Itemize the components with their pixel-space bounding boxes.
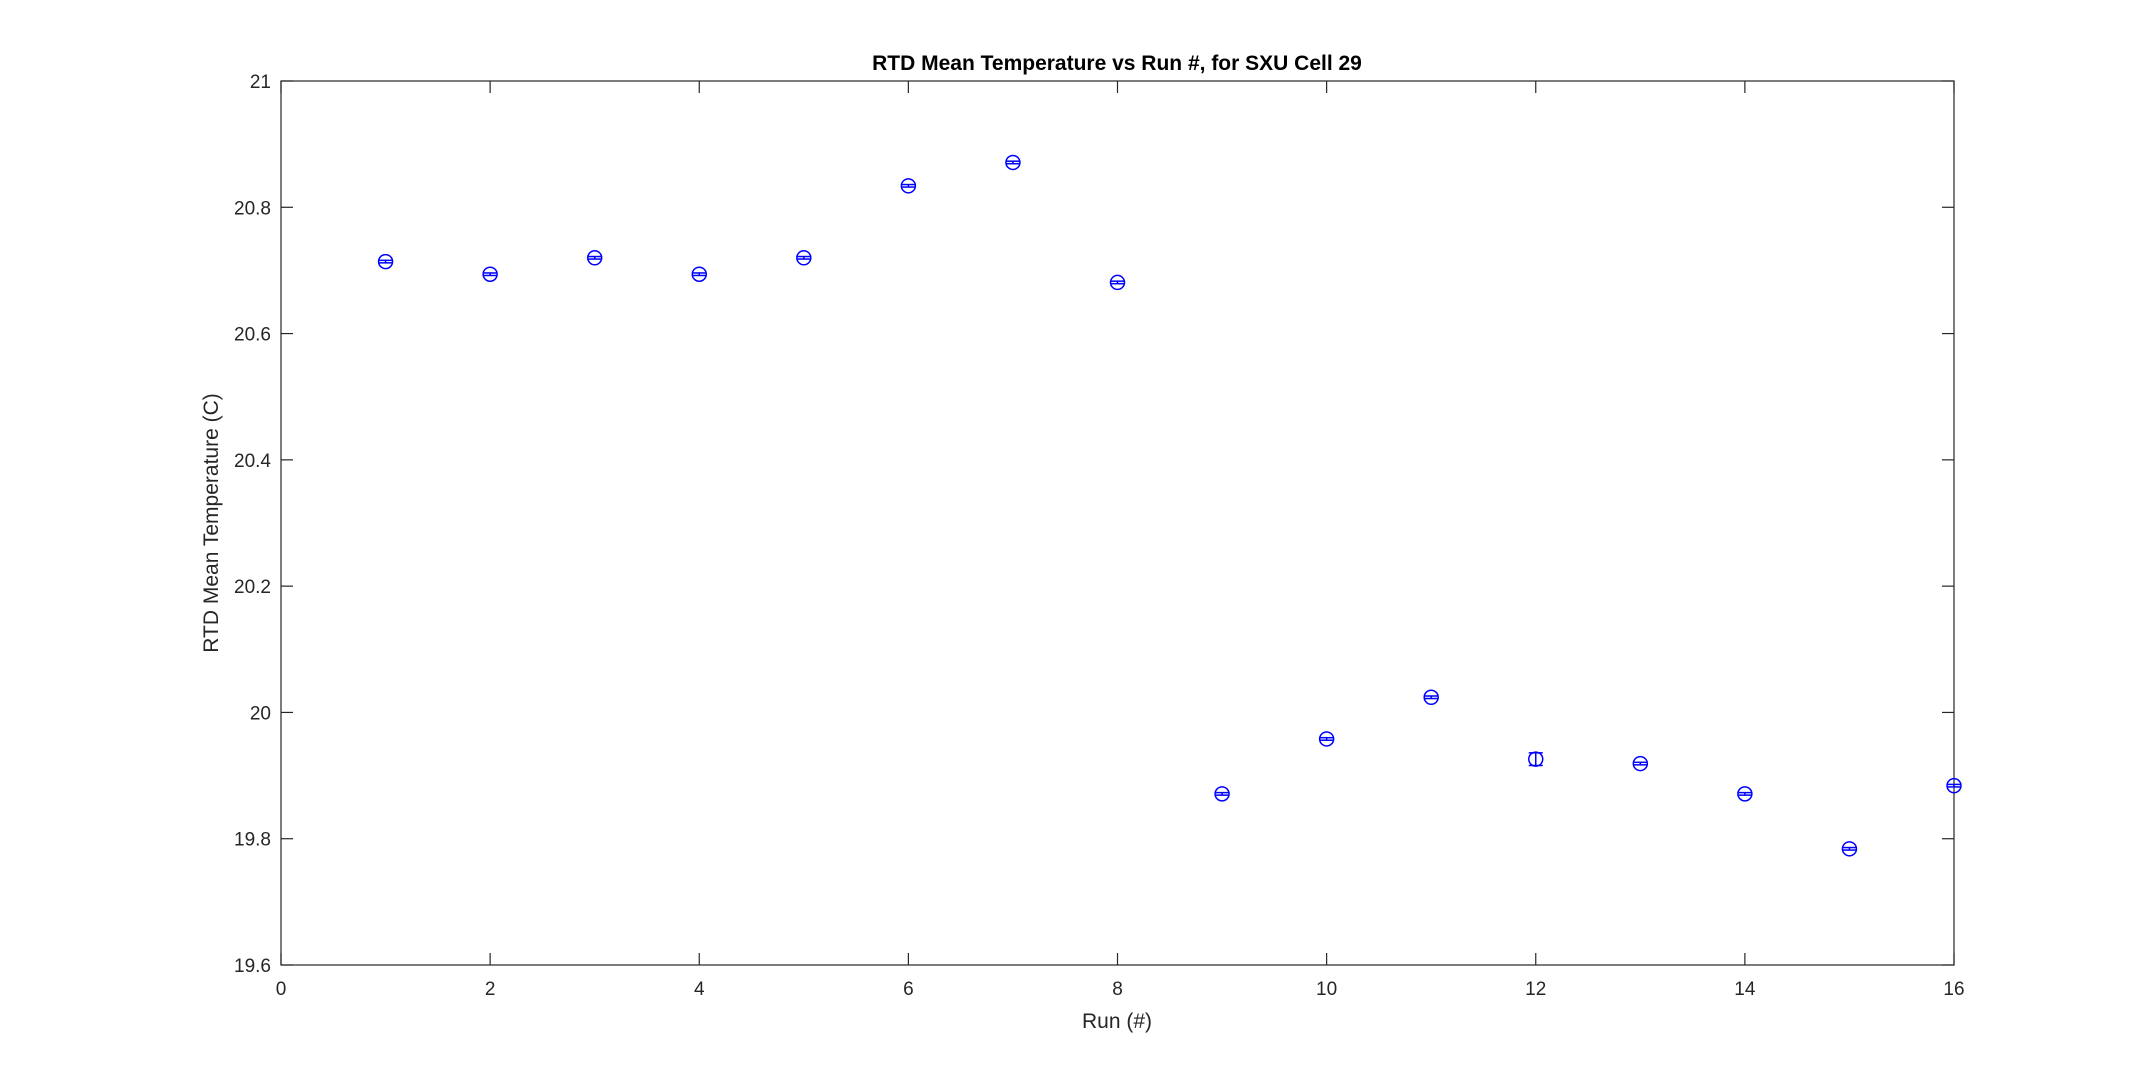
data-point xyxy=(1946,777,1962,794)
marker xyxy=(900,178,917,194)
marker xyxy=(1946,777,1962,794)
y-tick-label: 19.8 xyxy=(234,830,271,851)
chart-title: RTD Mean Temperature vs Run #, for SXU C… xyxy=(872,52,1362,75)
y-tick-label: 20.6 xyxy=(234,325,271,346)
marker xyxy=(1737,786,1753,802)
data-point xyxy=(482,266,498,282)
x-tick-label: 16 xyxy=(1943,979,1964,1000)
marker xyxy=(586,250,603,266)
y-tick-label: 20.8 xyxy=(234,198,271,219)
y-axis-label: RTD Mean Temperature (C) xyxy=(200,393,223,652)
data-point xyxy=(1632,755,1649,772)
data-point xyxy=(1318,731,1335,747)
x-tick-label: 6 xyxy=(903,979,914,1000)
data-point xyxy=(586,250,603,266)
marker xyxy=(482,266,498,282)
y-tick-label: 19.6 xyxy=(234,956,271,977)
x-tick-label: 14 xyxy=(1734,979,1756,1000)
data-point xyxy=(796,250,812,266)
marker xyxy=(1423,689,1439,706)
marker xyxy=(377,253,394,270)
marker xyxy=(1005,154,1021,171)
x-tick-label: 10 xyxy=(1316,979,1337,1000)
plot-area xyxy=(280,80,1955,966)
y-tick-label: 20.4 xyxy=(234,451,271,472)
x-tick-label: 0 xyxy=(276,979,287,1000)
marker xyxy=(1632,755,1649,772)
marker xyxy=(796,250,812,266)
marker xyxy=(1109,274,1126,291)
data-point xyxy=(1214,786,1230,802)
x-tick-label: 2 xyxy=(485,979,496,1000)
marker xyxy=(691,266,707,282)
marker xyxy=(1841,841,1858,857)
data-point xyxy=(1423,689,1439,706)
data-point xyxy=(900,178,917,194)
data-point xyxy=(1841,841,1858,857)
data-point xyxy=(1528,751,1544,767)
y-tick-label: 20.2 xyxy=(234,577,271,598)
data-point xyxy=(691,266,707,282)
x-axis-label: Run (#) xyxy=(1082,1010,1152,1033)
marker xyxy=(1528,751,1544,767)
data-point xyxy=(1005,154,1021,171)
data-point xyxy=(377,253,394,270)
y-tick-label: 21 xyxy=(250,72,271,93)
marker xyxy=(1214,786,1230,802)
y-tick-label: 20 xyxy=(250,703,271,724)
x-tick-label: 8 xyxy=(1112,979,1123,1000)
marker xyxy=(1318,731,1335,747)
x-tick-label: 12 xyxy=(1525,979,1546,1000)
data-point xyxy=(1737,786,1753,802)
data-point xyxy=(1109,274,1126,291)
x-tick-label: 4 xyxy=(694,979,705,1000)
